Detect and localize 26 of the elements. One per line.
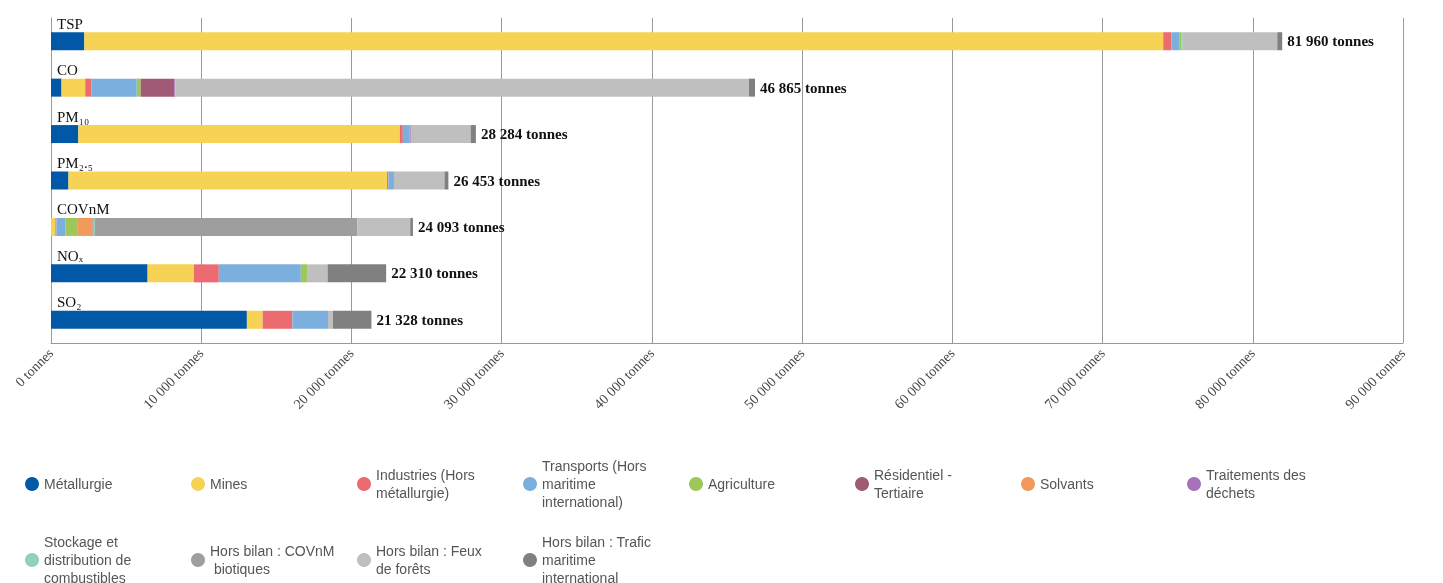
- y-tick-label: PM₂.₅: [57, 155, 93, 171]
- total-label: 26 453 tonnes: [453, 172, 541, 189]
- total-label: 24 093 tonnes: [417, 218, 505, 235]
- y-tick-label: COVnM: [57, 201, 110, 218]
- total-label: 22 310 tonnes: [391, 265, 478, 282]
- legend-label: Solvants: [1040, 476, 1094, 492]
- total-label: 28 284 tonnes: [480, 126, 568, 143]
- legend-label: Transports (Hors maritime international): [542, 458, 651, 510]
- legend-label: Hors bilan : Trafic maritime international: [542, 534, 655, 583]
- total-label: 46 865 tonnes: [760, 79, 847, 96]
- legend-label: Mines: [210, 476, 248, 492]
- legend-label: Stockage et distribution de combustibles: [44, 534, 136, 583]
- total-label: 21 328 tonnes: [376, 311, 464, 328]
- legend-label: Traitements des déchets: [1206, 467, 1310, 501]
- y-tick-label: CO: [57, 62, 78, 79]
- total-label: 81 960 tonnes: [1287, 33, 1375, 50]
- legend-label: Métallurgie: [44, 476, 113, 492]
- y-tick-label: TSP: [57, 15, 83, 32]
- legend-label: Agriculture: [708, 476, 776, 492]
- y-tick-label: NOₓ: [57, 247, 84, 264]
- legend-label: Hors bilan : Feux de forêts: [376, 543, 486, 577]
- legend-label: Industries (Hors métallurgie): [376, 467, 479, 501]
- legend-label: Hors bilan : COVnM biotiques: [210, 543, 335, 577]
- y-tick-label: PM₁₀: [57, 108, 90, 125]
- legend-label: Résidentiel - Tertiaire: [874, 467, 956, 501]
- y-tick-label: SO₂: [57, 294, 82, 311]
